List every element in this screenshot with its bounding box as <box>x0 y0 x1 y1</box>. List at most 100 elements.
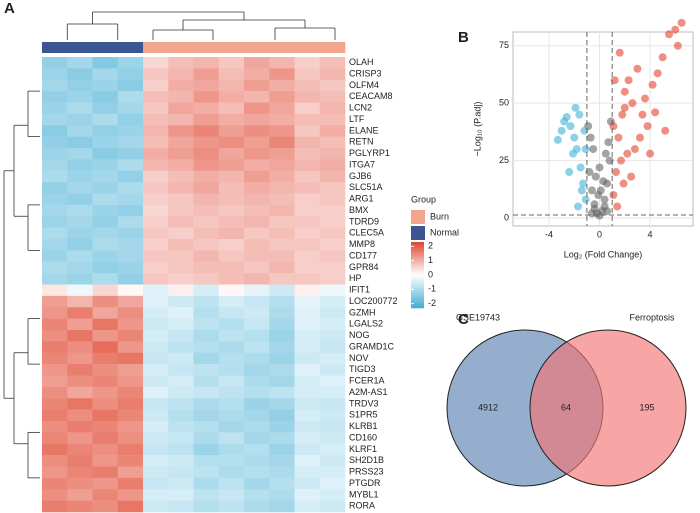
heatmap-cell <box>168 284 194 297</box>
heatmap-cell <box>143 79 169 92</box>
heatmap-cell <box>269 318 295 331</box>
row-label: GRAMD1C <box>349 341 395 351</box>
heatmap-cell <box>193 295 220 308</box>
x-axis-label: Log₂ (Fold Change) <box>564 249 643 259</box>
point <box>638 110 647 119</box>
heatmap-cell <box>67 443 93 456</box>
heatmap-cell <box>168 193 194 206</box>
heatmap-cell <box>143 364 169 376</box>
heatmap-cell <box>168 295 194 308</box>
heatmap-cell <box>117 284 144 297</box>
heatmap-cell <box>117 489 144 501</box>
heatmap-cell <box>269 489 295 501</box>
heatmap-cell <box>168 455 194 467</box>
point <box>575 110 584 119</box>
row-label: NOV <box>349 353 369 363</box>
group-bar <box>143 42 169 53</box>
heatmap-cell <box>193 398 220 410</box>
heatmap-cell <box>218 193 245 206</box>
heatmap-cell <box>92 341 119 354</box>
panel-label: B <box>458 29 469 46</box>
heatmap-cell <box>218 432 245 445</box>
heatmap-cell <box>244 386 270 399</box>
heatmap-cell <box>42 68 68 81</box>
heatmap-cell <box>143 113 169 126</box>
heatmap-cell <box>193 79 220 92</box>
heatmap-cell <box>319 102 346 115</box>
heatmap-cell <box>168 307 194 319</box>
legend-swatch <box>411 210 425 224</box>
group-bar <box>244 42 270 53</box>
heatmap-cell <box>67 68 93 81</box>
heatmap-cell <box>42 227 68 240</box>
heatmap-cell <box>67 170 93 183</box>
heatmap-cell <box>117 375 144 388</box>
heatmap-cell <box>294 489 321 501</box>
heatmap-cell <box>143 159 169 172</box>
row-label: LTF <box>349 114 365 124</box>
heatmap-cell <box>92 170 119 183</box>
heatmap-cell <box>294 307 321 319</box>
heatmap-cell <box>67 239 93 251</box>
heatmap-cell <box>244 432 270 445</box>
row-label: KLRF1 <box>349 444 377 454</box>
heatmap-cell <box>117 398 144 410</box>
heatmap-cell <box>319 477 346 490</box>
heatmap-cell <box>193 182 220 194</box>
heatmap-cell <box>244 136 270 149</box>
heatmap-cell <box>117 364 144 376</box>
legend-label: Normal <box>430 227 459 237</box>
heatmap-cell <box>117 57 144 69</box>
heatmap-cell <box>117 330 144 342</box>
heatmap-cell <box>319 500 346 513</box>
heatmap-cell <box>319 79 346 92</box>
heatmap-cell <box>294 170 321 183</box>
heatmap-cell <box>42 273 68 285</box>
heatmap-cell <box>218 352 245 365</box>
heatmap-cell <box>218 386 245 399</box>
heatmap-cell <box>168 398 194 410</box>
heatmap-cell <box>92 148 119 160</box>
heatmap-cell <box>193 113 220 126</box>
x-tick-label: 4 <box>648 229 653 239</box>
colorbar-label: 0 <box>428 269 433 279</box>
heatmap-cell <box>143 421 169 433</box>
point <box>630 145 639 154</box>
heatmap-cell <box>319 136 346 149</box>
point <box>671 25 680 34</box>
heatmap-cell <box>244 409 270 422</box>
heatmap-cell <box>218 443 245 456</box>
heatmap-cell <box>193 193 220 206</box>
heatmap-cell <box>319 216 346 228</box>
heatmap-cell <box>244 284 270 297</box>
heatmap-cell <box>143 409 169 422</box>
heatmap-cell <box>168 432 194 445</box>
colorbar-step <box>411 246 424 249</box>
y-tick-label: 75 <box>499 40 509 50</box>
heatmap-cell <box>92 216 119 228</box>
heatmap-cell <box>294 273 321 285</box>
heatmap-cell <box>294 443 321 456</box>
heatmap-cell <box>193 125 220 137</box>
heatmap-cell <box>42 409 68 422</box>
row-label: IFIT1 <box>349 285 370 295</box>
heatmap-cell <box>67 159 93 172</box>
heatmap-cell <box>117 239 144 251</box>
heatmap-cell <box>168 375 194 388</box>
point <box>577 186 586 195</box>
heatmap-cell <box>269 409 295 422</box>
heatmap-cell <box>218 68 245 81</box>
heatmap-cell <box>218 409 245 422</box>
group-bar <box>168 42 194 53</box>
heatmap-cell <box>294 68 321 81</box>
heatmap-cell <box>193 91 220 103</box>
heatmap-cell <box>67 466 93 479</box>
heatmap-cell <box>218 364 245 376</box>
heatmap-cell <box>193 227 220 240</box>
heatmap-cell <box>143 216 169 228</box>
point <box>600 195 609 204</box>
colorbar-label: -2 <box>428 298 436 308</box>
heatmap-cell <box>42 455 68 467</box>
point <box>585 168 594 177</box>
point <box>615 48 624 57</box>
